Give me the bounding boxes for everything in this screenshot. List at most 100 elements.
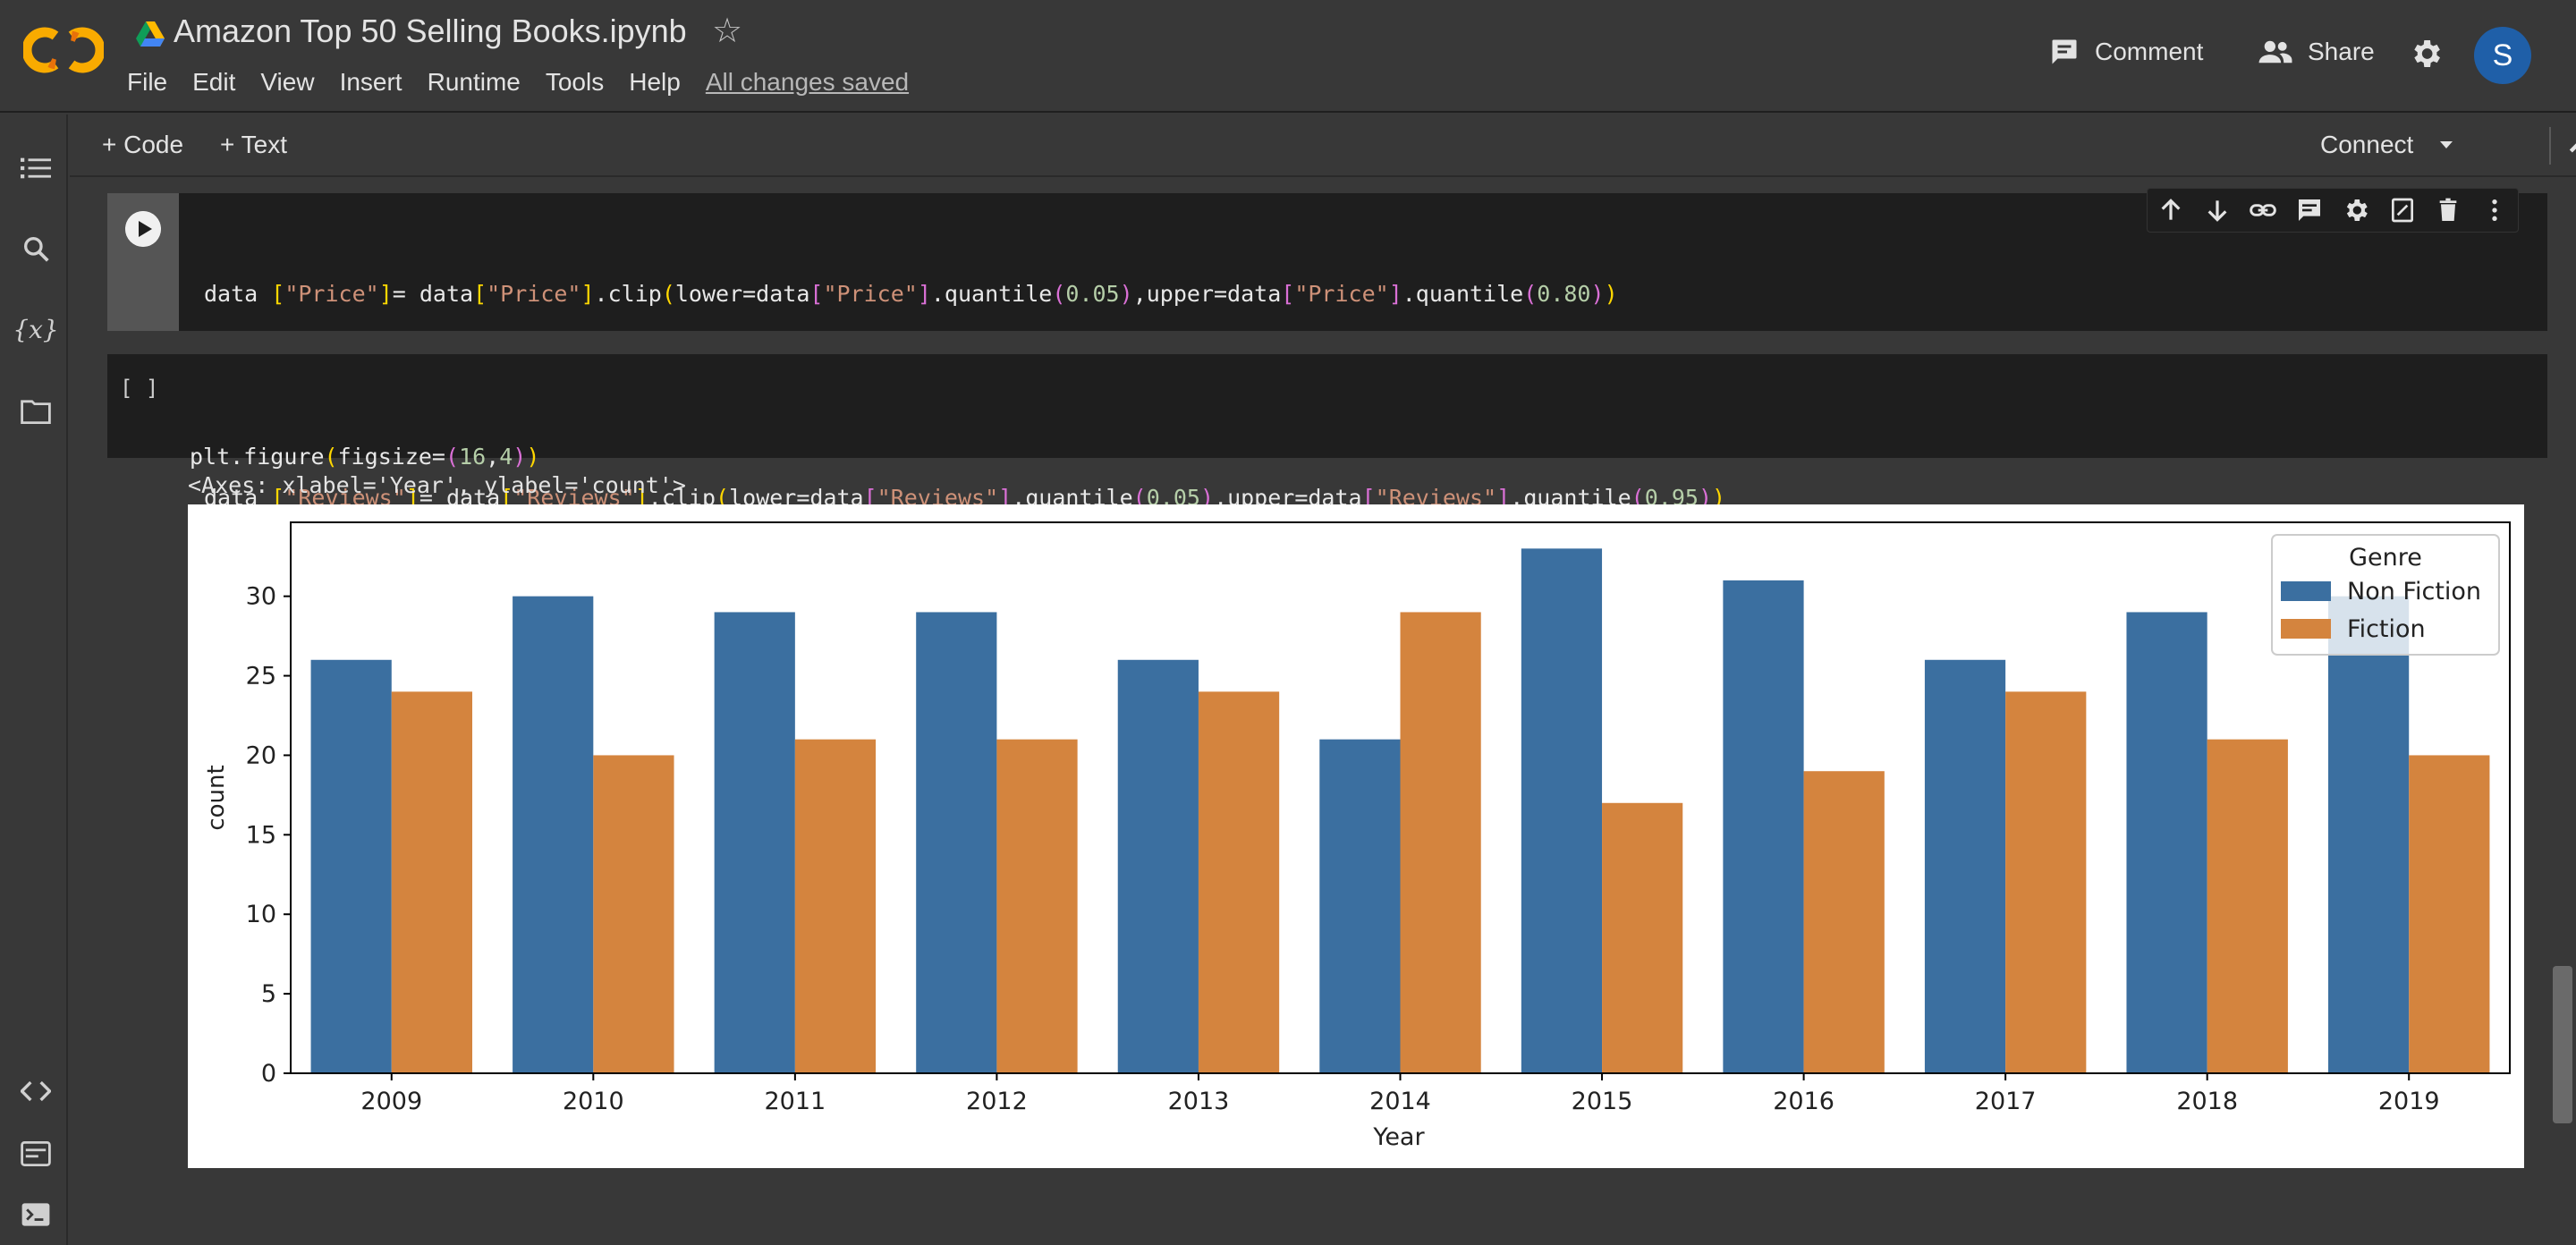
bar-fiction-2019	[2409, 755, 2490, 1073]
gear-icon[interactable]	[2342, 196, 2370, 224]
menu-runtime[interactable]: Runtime	[427, 68, 521, 96]
command-palette-icon[interactable]	[18, 1136, 54, 1172]
bar-non-fiction-2010	[513, 596, 594, 1073]
bar-fiction-2016	[1803, 771, 1885, 1073]
variables-icon[interactable]: {𝑥}	[13, 314, 59, 344]
code-line: plt.figure(figsize=(16,4))	[190, 444, 540, 470]
gear-icon[interactable]	[2408, 36, 2444, 72]
connect-button[interactable]: Connect	[2320, 131, 2454, 159]
x-tick-label: 2019	[2378, 1088, 2440, 1115]
chevron-down-icon[interactable]	[2438, 140, 2454, 150]
code-cell[interactable]: [ ] plt.figure(figsize=(16,4)) sns.count…	[107, 354, 2547, 572]
add-code-button[interactable]: + Code	[102, 131, 184, 158]
x-axis-label: Year	[1372, 1123, 1425, 1151]
x-tick-label: 2017	[1975, 1088, 2037, 1115]
comment-icon[interactable]	[2295, 196, 2324, 224]
code-snippets-icon[interactable]	[18, 1073, 54, 1109]
bar-non-fiction-2015	[1521, 548, 1603, 1073]
bar-fiction-2018	[2207, 739, 2288, 1073]
run-cell-icon[interactable]	[125, 211, 161, 247]
folder-icon[interactable]	[18, 394, 54, 429]
bar-non-fiction-2018	[2126, 612, 2207, 1073]
cell-toolbar	[2147, 188, 2519, 233]
legend-swatch-non-fiction	[2281, 581, 2331, 601]
legend-title: Genre	[2349, 544, 2422, 572]
menu-tools[interactable]: Tools	[545, 68, 605, 96]
bar-non-fiction-2011	[714, 612, 795, 1073]
menu-file[interactable]: File	[127, 68, 168, 96]
x-tick-label: 2011	[765, 1088, 826, 1115]
x-axis-ticks: 2009 2010 2011 2012 2013 2014 2015 2016 2017 2018…	[360, 1073, 2440, 1115]
avatar[interactable]: S	[2474, 27, 2531, 84]
bar-fiction-2010	[593, 755, 674, 1073]
bar-non-fiction-2016	[1723, 580, 1804, 1073]
menu-help[interactable]: Help	[629, 68, 681, 96]
legend: Genre Non Fiction Fiction	[2271, 534, 2500, 656]
menu-edit[interactable]: Edit	[192, 68, 236, 96]
move-down-icon[interactable]	[2203, 196, 2232, 224]
toolbar-divider	[2549, 127, 2551, 165]
bar-fiction-2014	[1400, 612, 1481, 1073]
colab-logo-icon[interactable]	[23, 23, 104, 77]
vertical-scrollbar[interactable]	[2553, 966, 2572, 1123]
y-tick-label: 10	[246, 901, 276, 928]
bars	[310, 548, 2490, 1073]
comment-button[interactable]: Comment	[2048, 36, 2203, 68]
execution-count[interactable]: [ ]	[120, 376, 159, 401]
x-tick-label: 2013	[1168, 1088, 1230, 1115]
x-tick-label: 2014	[1369, 1088, 1431, 1115]
x-tick-label: 2018	[2176, 1088, 2238, 1115]
search-icon[interactable]	[18, 231, 54, 267]
code-line: data ["Price"]= data["Price"].clip(lower…	[204, 281, 1618, 307]
y-tick-label: 20	[246, 741, 276, 769]
mirror-cell-icon[interactable]	[2388, 196, 2417, 224]
x-tick-label: 2010	[563, 1088, 624, 1115]
bar-fiction-2017	[2005, 691, 2087, 1073]
share-label: Share	[2308, 38, 2375, 65]
y-axis-label: count	[203, 765, 230, 830]
google-drive-icon[interactable]	[136, 21, 165, 47]
legend-label-non-fiction: Non Fiction	[2347, 578, 2481, 606]
table-of-contents-icon[interactable]	[18, 150, 54, 186]
bar-non-fiction-2009	[310, 659, 392, 1073]
more-vert-icon[interactable]	[2480, 196, 2509, 224]
connect-label: Connect	[2320, 131, 2414, 158]
y-tick-label: 0	[261, 1060, 276, 1088]
bar-fiction-2011	[794, 739, 877, 1073]
bar-non-fiction-2017	[1924, 659, 2006, 1073]
left-rail: {𝑥}	[0, 114, 68, 1245]
menu-view[interactable]: View	[260, 68, 315, 96]
menubar: File Edit View Insert Runtime Tools Help…	[127, 68, 934, 97]
output-text: <Axes: xlabel='Year', ylabel='count'>	[188, 472, 686, 498]
bar-fiction-2013	[1198, 691, 1280, 1073]
x-tick-label: 2009	[360, 1088, 422, 1115]
y-tick-label: 15	[246, 821, 276, 849]
notebook-toolbar: + Code + Text Connect	[70, 114, 2576, 177]
delete-icon[interactable]	[2434, 196, 2462, 224]
bar-non-fiction-2014	[1319, 739, 1401, 1073]
x-tick-label: 2016	[1773, 1088, 1835, 1115]
bar-non-fiction-2019	[2328, 596, 2410, 1073]
chevron-up-icon[interactable]	[2563, 129, 2576, 165]
link-icon[interactable]	[2249, 196, 2277, 224]
menu-insert[interactable]: Insert	[339, 68, 402, 96]
y-axis-ticks: 0 5 10 15 20 25 30	[246, 583, 291, 1088]
y-tick-label: 5	[261, 980, 276, 1008]
bar-fiction-2015	[1602, 802, 1683, 1073]
axes-frame	[290, 521, 2511, 1074]
add-text-button[interactable]: + Text	[220, 131, 287, 158]
y-tick-label: 25	[246, 663, 276, 690]
people-icon	[2258, 40, 2292, 64]
move-up-icon[interactable]	[2157, 196, 2185, 224]
bar-fiction-2012	[996, 739, 1078, 1073]
comment-icon	[2052, 39, 2077, 64]
share-button[interactable]: Share	[2258, 36, 2375, 68]
save-status-link[interactable]: All changes saved	[705, 68, 910, 96]
star-icon[interactable]: ☆	[712, 13, 743, 50]
countplot-chart: 0 5 10 15 20 25 30 2009 2010 2011 2012 2013 2014 201…	[188, 504, 2524, 1168]
terminal-icon[interactable]	[18, 1197, 54, 1232]
header: Amazon Top 50 Selling Books.ipynb ☆ File…	[0, 0, 2576, 113]
bar-non-fiction-2013	[1117, 659, 1199, 1073]
notebook-title[interactable]: Amazon Top 50 Selling Books.ipynb	[174, 13, 687, 49]
chart-svg: 0 5 10 15 20 25 30 2009 2010 2011 2012 2013 2014 201…	[203, 521, 2511, 1151]
